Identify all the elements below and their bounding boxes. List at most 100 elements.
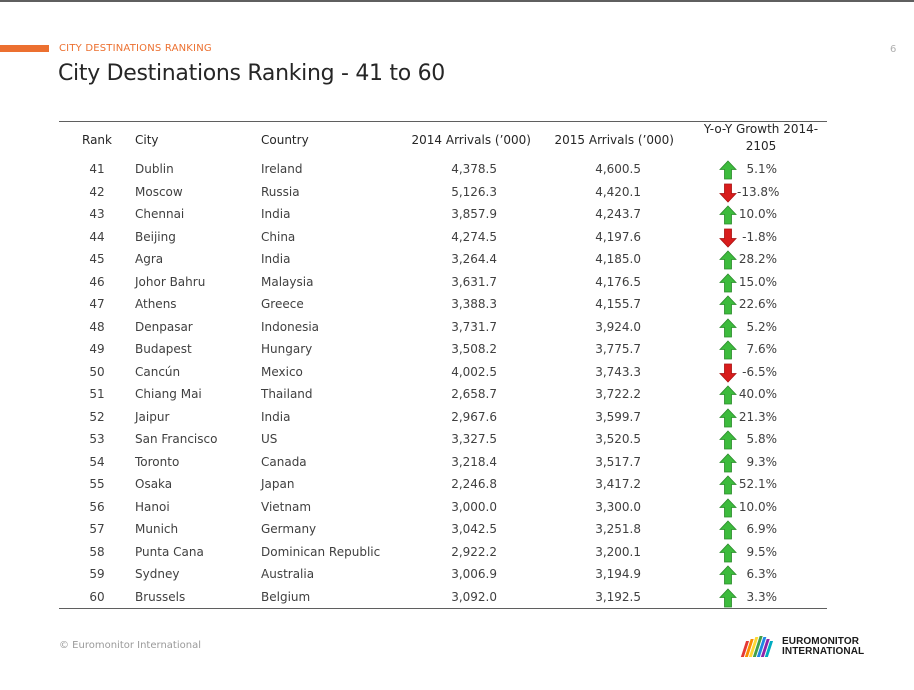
cell-city: Moscow — [135, 184, 183, 199]
table-row: 59 Sydney Australia 3,006.9 3,194.9 6.3% — [59, 564, 827, 587]
cell-arrivals-2015: 3,599.7 — [595, 409, 641, 424]
cell-growth: -1.8% — [742, 229, 777, 244]
table-row: 55 Osaka Japan 2,246.8 3,417.2 52.1% — [59, 474, 827, 497]
arrow-down-icon — [718, 228, 738, 248]
table-row: 54 Toronto Canada 3,218.4 3,517.7 9.3% — [59, 452, 827, 475]
cell-city: Johor Bahru — [135, 274, 206, 289]
cell-arrivals-2015: 3,775.7 — [595, 342, 641, 356]
arrow-up-icon — [718, 317, 738, 338]
arrow-up-icon — [718, 205, 738, 225]
cell-growth: 5.2% — [746, 319, 778, 334]
table-row: 53 San Francisco US 3,327.5 3,520.5 5.8% — [59, 429, 827, 452]
table-bottom-rule — [59, 608, 827, 609]
cell-growth: 28.2% — [738, 252, 777, 266]
cell-country: India — [261, 252, 291, 266]
cell-growth: 40.0% — [738, 387, 777, 401]
cell-arrivals-2015: 3,520.5 — [595, 432, 641, 446]
cell-city: Chiang Mai — [135, 387, 202, 401]
cell-country: Thailand — [261, 387, 313, 401]
cell-arrivals-2015: 3,924.0 — [595, 319, 641, 334]
cell-city: Cancún — [135, 364, 181, 379]
cell-rank: 46 — [89, 274, 105, 289]
cell-rank: 59 — [89, 567, 105, 581]
arrow-up-icon — [718, 385, 738, 405]
cell-country: India — [261, 207, 291, 221]
column-header-rank: Rank — [82, 133, 112, 147]
table-row: 51 Chiang Mai Thailand 2,658.7 3,722.2 40.0% — [59, 384, 827, 407]
arrow-up-icon — [718, 475, 738, 495]
table-row: 56 Hanoi Vietnam 3,000.0 3,300.0 10.0% — [59, 497, 827, 520]
cell-city: Punta Cana — [135, 544, 204, 559]
cell-rank: 60 — [89, 589, 105, 604]
logo-text-line1: EUROMONITOR — [782, 636, 860, 647]
table-row: 50 Cancún Mexico 4,002.5 3,743.3 -6.5% — [59, 362, 827, 385]
cell-city: Osaka — [135, 477, 173, 491]
cell-country: Dominican Republic — [261, 544, 381, 559]
cell-growth: 10.0% — [738, 499, 777, 514]
cell-growth: 5.1% — [746, 162, 778, 176]
cell-growth: 21.3% — [738, 409, 777, 424]
cell-growth: 15.0% — [738, 274, 777, 289]
table-row: 43 Chennai India 3,857.9 4,243.7 10.0% — [59, 204, 827, 227]
arrow-up-icon — [718, 452, 738, 473]
cell-country: India — [261, 409, 291, 424]
cell-country: Mexico — [261, 364, 303, 379]
cell-arrivals-2014: 2,658.7 — [451, 387, 497, 401]
arrow-up-icon — [718, 542, 738, 563]
cell-growth: 5.8% — [746, 432, 778, 446]
cell-arrivals-2014: 5,126.3 — [451, 184, 497, 199]
cell-country: Germany — [261, 522, 317, 536]
arrow-up-icon — [718, 160, 738, 180]
table-top-rule — [59, 121, 827, 122]
cell-arrivals-2015: 3,194.9 — [595, 567, 641, 581]
cell-arrivals-2014: 2,922.2 — [451, 544, 497, 559]
cell-arrivals-2015: 3,417.2 — [595, 477, 641, 491]
cell-rank: 52 — [89, 409, 105, 424]
cell-rank: 43 — [89, 207, 105, 221]
arrow-up-icon — [718, 407, 738, 428]
cell-city: Sydney — [135, 567, 180, 581]
cell-arrivals-2015: 3,300.0 — [595, 499, 641, 514]
column-header-city: City — [135, 133, 159, 147]
cell-rank: 49 — [89, 342, 105, 356]
cell-city: Jaipur — [135, 409, 170, 424]
cell-arrivals-2014: 3,006.9 — [451, 567, 497, 581]
cell-country: Ireland — [261, 162, 303, 176]
cell-arrivals-2014: 3,388.3 — [451, 297, 497, 311]
cell-rank: 58 — [89, 544, 105, 559]
cell-country: Japan — [261, 477, 295, 491]
cell-city: Brussels — [135, 589, 186, 604]
cell-country: Vietnam — [261, 499, 312, 514]
cell-arrivals-2014: 3,000.0 — [451, 499, 497, 514]
cell-city: San Francisco — [135, 432, 218, 446]
arrow-up-icon — [718, 565, 738, 585]
table-row: 45 Agra India 3,264.4 4,185.0 28.2% — [59, 249, 827, 272]
cell-city: Denpasar — [135, 319, 193, 334]
cell-growth: 9.3% — [746, 454, 778, 469]
cell-arrivals-2015: 4,600.5 — [595, 162, 641, 176]
accent-bar — [0, 45, 49, 52]
cell-rank: 54 — [89, 454, 105, 469]
table-row: 44 Beijing China 4,274.5 4,197.6 -1.8% — [59, 227, 827, 250]
cell-city: Agra — [135, 252, 164, 266]
cell-country: Australia — [261, 567, 315, 581]
cell-country: Indonesia — [261, 319, 320, 334]
cell-country: US — [261, 432, 278, 446]
top-rule — [0, 0, 914, 2]
arrow-down-icon — [718, 363, 738, 383]
cell-rank: 50 — [89, 364, 105, 379]
table-row: 46 Johor Bahru Malaysia 3,631.7 4,176.5 15.0% — [59, 272, 827, 295]
table-row: 58 Punta Cana Dominican Republic 2,922.2 3,2… — [59, 542, 827, 565]
cell-growth: 7.6% — [746, 342, 778, 356]
cell-growth: -13.8% — [737, 184, 780, 199]
euromonitor-logo: EUROMONITOR INTERNATIONAL — [740, 635, 870, 659]
cell-arrivals-2015: 3,743.3 — [595, 364, 641, 379]
column-header-growth-line1: Y-o-Y Growth 2014- — [703, 122, 819, 136]
cell-arrivals-2014: 4,274.5 — [451, 229, 497, 244]
cell-arrivals-2015: 3,200.1 — [595, 544, 641, 559]
arrow-up-icon — [718, 520, 738, 540]
arrow-up-icon — [718, 272, 738, 293]
cell-arrivals-2014: 3,631.7 — [451, 274, 497, 289]
copyright-notice: © Euromonitor International — [59, 640, 201, 651]
cell-arrivals-2014: 3,508.2 — [451, 342, 497, 356]
